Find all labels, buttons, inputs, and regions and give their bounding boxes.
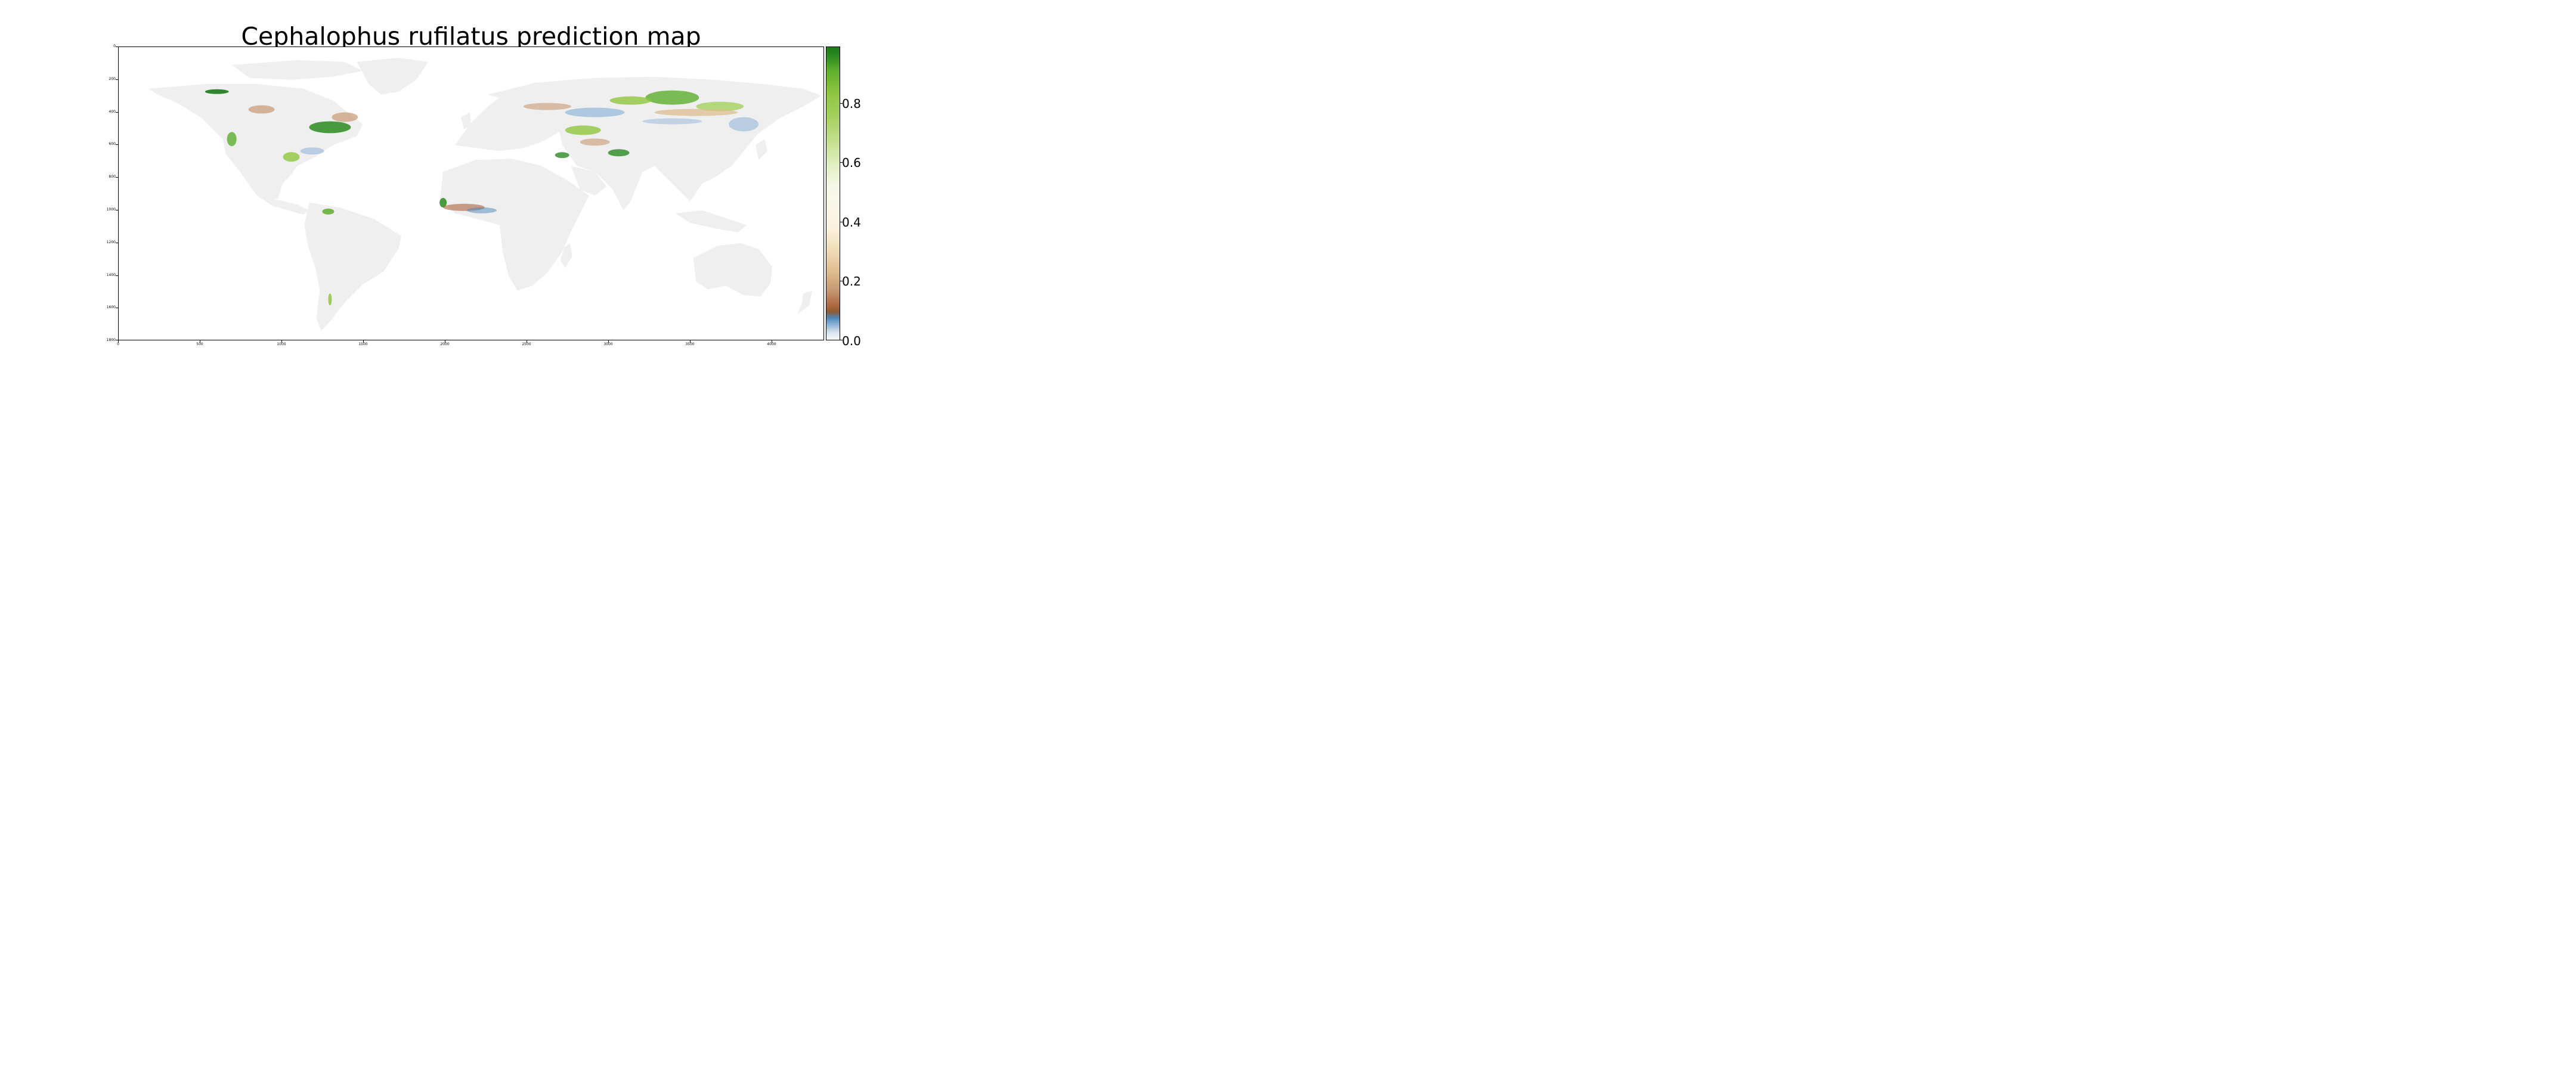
- y-tick: [116, 144, 118, 145]
- new-zealand: [797, 290, 813, 315]
- patch-high: [322, 208, 335, 215]
- patch-mid: [654, 108, 738, 116]
- patch-high: [609, 96, 652, 105]
- madagascar: [560, 243, 572, 268]
- x-tick-label: 0: [117, 342, 119, 346]
- patch-low: [467, 207, 497, 213]
- patch-mid: [332, 112, 358, 122]
- greenland: [357, 57, 429, 95]
- y-tick-label: 400: [109, 110, 116, 114]
- patch-high: [645, 90, 699, 105]
- patch-high: [328, 293, 332, 306]
- y-tick-label: 0: [113, 44, 116, 48]
- patch-mid: [523, 103, 571, 110]
- x-tick-label: 1000: [277, 342, 286, 346]
- x-tick: [281, 340, 282, 343]
- y-tick-label: 800: [109, 175, 116, 179]
- y-tick-label: 1600: [106, 305, 116, 309]
- south-america: [304, 202, 402, 331]
- colorbar-tick-label: 0.8: [842, 97, 861, 111]
- x-tick-label: 2000: [440, 342, 450, 346]
- world-map: [148, 57, 822, 331]
- x-tick: [118, 340, 119, 343]
- y-tick-label: 1400: [106, 273, 116, 277]
- land-masses: [148, 57, 822, 331]
- x-tick-label: 3500: [685, 342, 695, 346]
- patch-high: [439, 197, 447, 207]
- y-tick-label: 1200: [106, 240, 116, 244]
- patch-high: [283, 152, 300, 162]
- y-tick-label: 1800: [106, 338, 116, 342]
- patch-low: [729, 117, 759, 132]
- colorbar-tick-label: 0.6: [842, 156, 861, 170]
- patch-mid: [248, 105, 275, 114]
- arabia: [571, 166, 607, 196]
- y-tick-label: 200: [109, 77, 116, 81]
- colorbar-tick: [840, 162, 843, 163]
- north-america: [148, 83, 363, 200]
- map-title: Cephalophus rufilatus prediction map: [241, 22, 701, 51]
- x-tick-label: 2500: [522, 342, 531, 346]
- southeast-asia-islands: [675, 210, 747, 232]
- british-isles: [461, 112, 471, 129]
- patch-low: [300, 147, 324, 155]
- patch-low: [642, 118, 702, 125]
- x-tick-label: 500: [196, 342, 203, 346]
- colorbar-tick-label: 0.2: [842, 274, 861, 289]
- x-tick-label: 4000: [767, 342, 776, 346]
- patch-mid: [580, 138, 610, 146]
- patch-high: [565, 125, 601, 135]
- y-tick: [116, 177, 118, 178]
- y-tick: [116, 112, 118, 113]
- x-tick-label: 3000: [603, 342, 613, 346]
- x-tick: [608, 340, 609, 343]
- colorbar-tick-label: 0.0: [842, 334, 861, 348]
- central-america: [256, 195, 309, 215]
- colorbar-tick-label: 0.4: [842, 215, 861, 230]
- colorbar: [826, 46, 840, 340]
- prediction-map: [118, 46, 824, 340]
- patch-high: [309, 121, 351, 134]
- y-tick-label: 1000: [106, 207, 116, 212]
- japan: [756, 139, 768, 160]
- colorbar-tick: [840, 103, 843, 104]
- arctic-islands: [231, 60, 363, 80]
- y-tick-label: 600: [109, 142, 116, 146]
- patch-high: [227, 132, 237, 147]
- patch-high: [696, 101, 744, 111]
- y-tick: [116, 79, 118, 80]
- prediction-patches: [205, 89, 759, 306]
- x-tick-label: 1500: [358, 342, 368, 346]
- patch-high: [205, 89, 229, 94]
- africa: [440, 159, 589, 291]
- y-tick: [116, 46, 118, 47]
- y-tick: [116, 275, 118, 276]
- australia: [693, 243, 773, 297]
- x-tick: [363, 340, 364, 343]
- patch-low: [565, 107, 625, 117]
- x-tick: [690, 340, 691, 343]
- patch-high: [608, 149, 630, 157]
- patch-high: [555, 152, 569, 159]
